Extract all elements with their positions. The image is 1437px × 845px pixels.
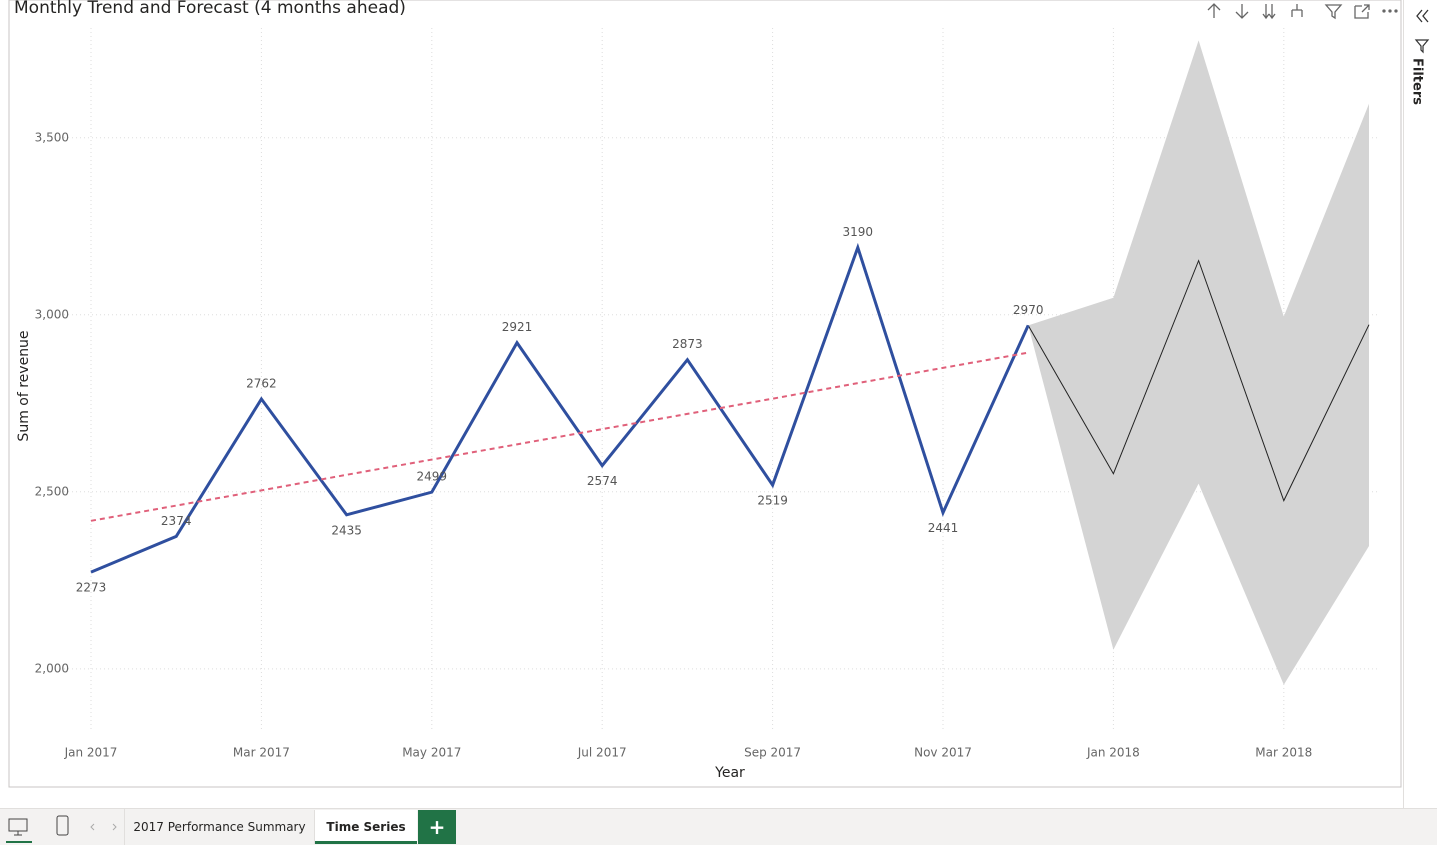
data-label: 2441 [928, 521, 959, 535]
x-tick-label: Mar 2017 [233, 746, 290, 760]
add-page-button[interactable]: + [418, 810, 456, 844]
y-tick-label: 2,000 [35, 661, 69, 675]
page-tab[interactable]: 2017 Performance Summary [125, 810, 315, 844]
forecast-line [1027, 259, 1370, 502]
forecast-band [1028, 40, 1369, 685]
trend-line [90, 351, 1029, 522]
data-label: 2273 [76, 581, 107, 595]
data-label: 2574 [587, 474, 618, 488]
y-tick-label: 3,500 [35, 130, 69, 144]
filters-pane[interactable]: Filters [1403, 0, 1437, 808]
x-tick-label: Mar 2018 [1255, 746, 1312, 760]
page-tab[interactable]: Time Series [315, 810, 417, 844]
data-label: 2435 [331, 523, 362, 537]
data-label: 2970 [1013, 303, 1044, 317]
view-controls[interactable] [0, 809, 125, 845]
x-tick-label: Jan 2017 [64, 746, 118, 760]
data-label: 2519 [757, 494, 788, 508]
x-tick-label: Sep 2017 [744, 746, 801, 760]
data-label: 3190 [843, 225, 874, 239]
y-axis-label: Sum of revenue [16, 330, 32, 441]
data-label: 2762 [246, 377, 277, 391]
x-tick-label: Jan 2018 [1086, 746, 1140, 760]
filters-icons: Filters [1410, 9, 1430, 105]
visual-toolbar[interactable] [1207, 3, 1398, 20]
chart-title: Monthly Trend and Forecast (4 months ahe… [14, 0, 406, 18]
y-tick-label: 2,500 [35, 484, 69, 498]
x-tick-label: May 2017 [402, 746, 461, 760]
actual-line [90, 242, 1030, 574]
x-tick-label: Jul 2017 [577, 746, 627, 760]
filters-title: Filters [1410, 58, 1425, 105]
y-tick-label: 3,000 [35, 307, 69, 321]
x-tick-label: Nov 2017 [914, 746, 972, 760]
data-label: 2921 [502, 320, 533, 334]
data-label: 2374 [161, 514, 192, 528]
data-label: 2499 [417, 470, 448, 484]
x-axis-label: Year [714, 765, 745, 781]
tab-bar [0, 808, 1437, 845]
data-label: 2873 [672, 337, 703, 351]
chart: Monthly Trend and Forecast (4 months ahe… [8, 0, 1402, 788]
